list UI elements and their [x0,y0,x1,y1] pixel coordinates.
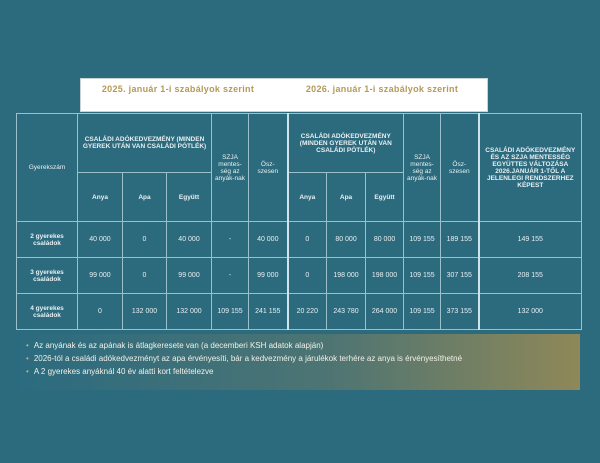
note-item: • 2026-tól a családi adókedvezményt az ap… [26,352,580,365]
comparison-table: Gyerekszám CSALÁDI ADÓKEDVEZMÉNY (MINDEN… [16,113,583,330]
notes-box: • Az anyának és az apának is átlagkereset… [16,334,580,390]
cell-egyutt-2025: 132 000 [165,293,213,330]
period-header-box [80,78,488,112]
cell-szja-2026: 109 155 [403,221,442,258]
cell-egyutt-2026: 80 000 [365,221,405,258]
note-text: Az anyának és az apának is átlagkeresete… [33,341,324,350]
cell-apa-2026: 80 000 [326,221,367,258]
cell-szja-2025: - [211,221,250,258]
cell-total-2026: 307 155 [440,257,480,294]
cell-szja-2025: - [211,257,250,294]
note-item: • Az anyának és az apának is átlagkereset… [26,339,580,352]
cell-anya-2025: 99 000 [77,257,123,294]
cell-change: 208 155 [478,257,583,294]
note-text: 2026-tól a családi adókedvezményt az apa… [33,354,463,363]
col-total-2025: Ösz-szesen [248,113,289,222]
col-egyutt-2026: Együtt [365,172,405,222]
col-csaladi-2026: CSALÁDI ADÓKEDVEZMÉNY (MINDEN GYEREK UTÁ… [287,113,405,173]
header-2025: 2025. január 1-i szabályok szerint [101,84,255,94]
col-anya-2026: Anya [287,172,328,222]
cell-change: 149 155 [478,221,583,258]
cell-egyutt-2025: 40 000 [165,221,213,258]
cell-anya-2026: 0 [287,221,328,258]
table-row: 3 gyerekes családok 99 000 0 99 000 - 99… [16,257,583,294]
col-anya-2025: Anya [77,172,123,222]
header-2026: 2026. január 1-i szabályok szerint [305,84,459,94]
cell-total-2026: 189 155 [440,221,480,258]
cell-apa-2025: 0 [122,257,167,294]
table-row: 2 gyerekes családok 40 000 0 40 000 - 40… [16,221,583,258]
cell-egyutt-2026: 264 000 [365,293,405,330]
bottom-band [0,412,600,463]
note-text: A 2 gyerekes anyáknál 40 év alatti kort … [33,367,214,376]
cell-szja-2025: 109 155 [211,293,250,330]
cell-change: 132 000 [478,293,583,330]
notes-list: • Az anyának és az apának is átlagkereset… [16,334,580,378]
col-apa-2025: Apa [122,172,167,222]
col-change: CSALÁDI ADÓKEDVEZMÉNY ÉS AZ SZJA MENTESS… [478,113,583,222]
row-label: 2 gyerekes családok [16,221,78,258]
cell-anya-2026: 20 220 [287,293,328,330]
col-csaladi-2025: CSALÁDI ADÓKEDVEZMÉNY (MINDEN GYEREK UTÁ… [76,113,213,173]
cell-apa-2026: 198 000 [326,257,367,294]
top-band [0,0,600,75]
col-children: Gyerekszám [16,113,78,222]
col-szja-2026: SZJA mentes-ség az anyák-nak [403,113,442,222]
cell-szja-2026: 109 155 [403,257,442,294]
cell-total-2025: 99 000 [248,257,289,294]
bullet-icon: • [26,341,29,350]
bullet-icon: • [26,367,29,376]
col-total-2026: Ösz-szesen [440,113,480,222]
note-item: • A 2 gyerekes anyáknál 40 év alatti kort… [26,365,580,378]
row-label: 3 gyerekes családok [16,257,78,294]
cell-anya-2025: 0 [77,293,123,330]
cell-apa-2025: 0 [122,221,167,258]
table-row: 4 gyerekes családok 0 132 000 132 000 10… [16,293,583,330]
cell-egyutt-2026: 198 000 [365,257,405,294]
cell-apa-2025: 132 000 [122,293,167,330]
col-egyutt-2025: Együtt [165,172,213,222]
col-apa-2026: Apa [326,172,367,222]
table-header-row-1: Gyerekszám CSALÁDI ADÓKEDVEZMÉNY (MINDEN… [16,113,583,222]
cell-total-2026: 373 155 [440,293,480,330]
row-label: 4 gyerekes családok [16,293,78,330]
cell-anya-2025: 40 000 [77,221,123,258]
cell-szja-2026: 109 155 [403,293,442,330]
bullet-icon: • [26,354,29,363]
cell-total-2025: 241 155 [248,293,289,330]
cell-egyutt-2025: 99 000 [165,257,213,294]
cell-total-2025: 40 000 [248,221,289,258]
cell-apa-2026: 243 780 [326,293,367,330]
cell-anya-2026: 0 [287,257,328,294]
col-szja-2025: SZJA mentes-ség az anyák-nak [211,113,250,222]
